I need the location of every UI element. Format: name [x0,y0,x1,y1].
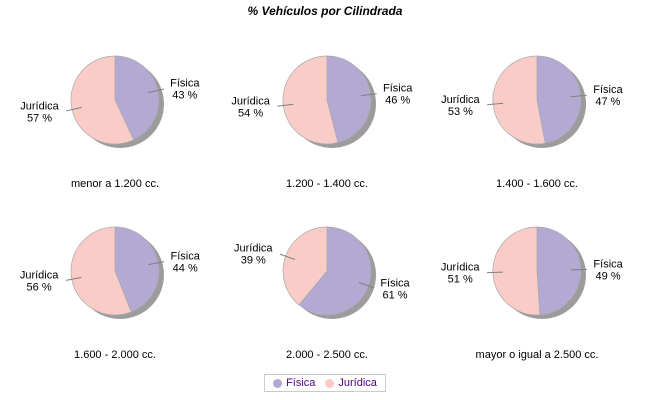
legend-item-fisica: Física [273,377,315,389]
legend: Física Jurídica [264,374,386,392]
label-leader-line [148,88,164,94]
slice-label: Física [380,278,410,290]
slice-label: Jurídica [20,100,59,112]
slice-value: 56 % [27,282,52,294]
pie-category-label-1: menor a 1.200 cc. [70,178,160,190]
label-leader-line [360,93,377,97]
chart-title: % Vehículos por Cilindrada [247,4,403,18]
label-leader-line [66,106,82,112]
legend-swatch-fisica-icon [273,378,283,388]
label-leader-line [65,276,82,281]
slice-label: Jurídica [234,242,273,254]
slice-label: Física [383,83,413,95]
label-leader-line [486,271,504,274]
legend-label-fisica: Física [286,377,316,389]
slice-value: 46 % [385,95,410,107]
slice-label: Jurídica [441,94,480,106]
slice-value: 49 % [596,270,621,282]
slice-value: 57 % [27,112,52,124]
slice-label: Jurídica [20,270,59,282]
pie-slice-juridica [492,55,546,145]
slice-value: 47 % [595,96,620,108]
slice-value: 39 % [241,254,266,266]
label-leader-line [279,253,296,260]
pie-category-label-4: 1.600 - 2.000 cc. [74,349,156,361]
pie-slice-juridica [492,226,541,316]
slice-label: Física [593,258,623,270]
slice-value: 53 % [448,106,473,118]
legend-label-juridica: Jurídica [338,377,377,389]
label-leader-line [358,282,375,289]
pie-category-label-6: mayor o igual a 2.500 cc. [475,349,599,361]
label-leader-line [570,94,587,98]
label-leader-line [148,261,165,266]
slice-label: Jurídica [441,262,480,274]
pie-category-label-3: 1.400 - 1.600 cc. [496,178,578,190]
label-leader-line [487,102,504,106]
legend-swatch-juridica-icon [325,378,335,388]
slice-value: 61 % [382,290,407,302]
slice-value: 54 % [238,108,263,120]
pie-category-label-2: 1.200 - 1.400 cc. [286,178,368,190]
slice-label: Jurídica [231,96,270,108]
slice-value: 51 % [448,274,473,286]
legend-item-juridica: Jurídica [325,377,377,389]
slice-label: Física [593,84,623,96]
slice-label: Física [171,250,201,262]
pie-category-label-5: 2.000 - 2.500 cc. [286,349,368,361]
slice-value: 43 % [172,90,197,102]
label-leader-line [570,268,588,271]
slice-label: Física [170,78,200,90]
slice-value: 44 % [173,262,198,274]
label-leader-line [277,103,294,107]
